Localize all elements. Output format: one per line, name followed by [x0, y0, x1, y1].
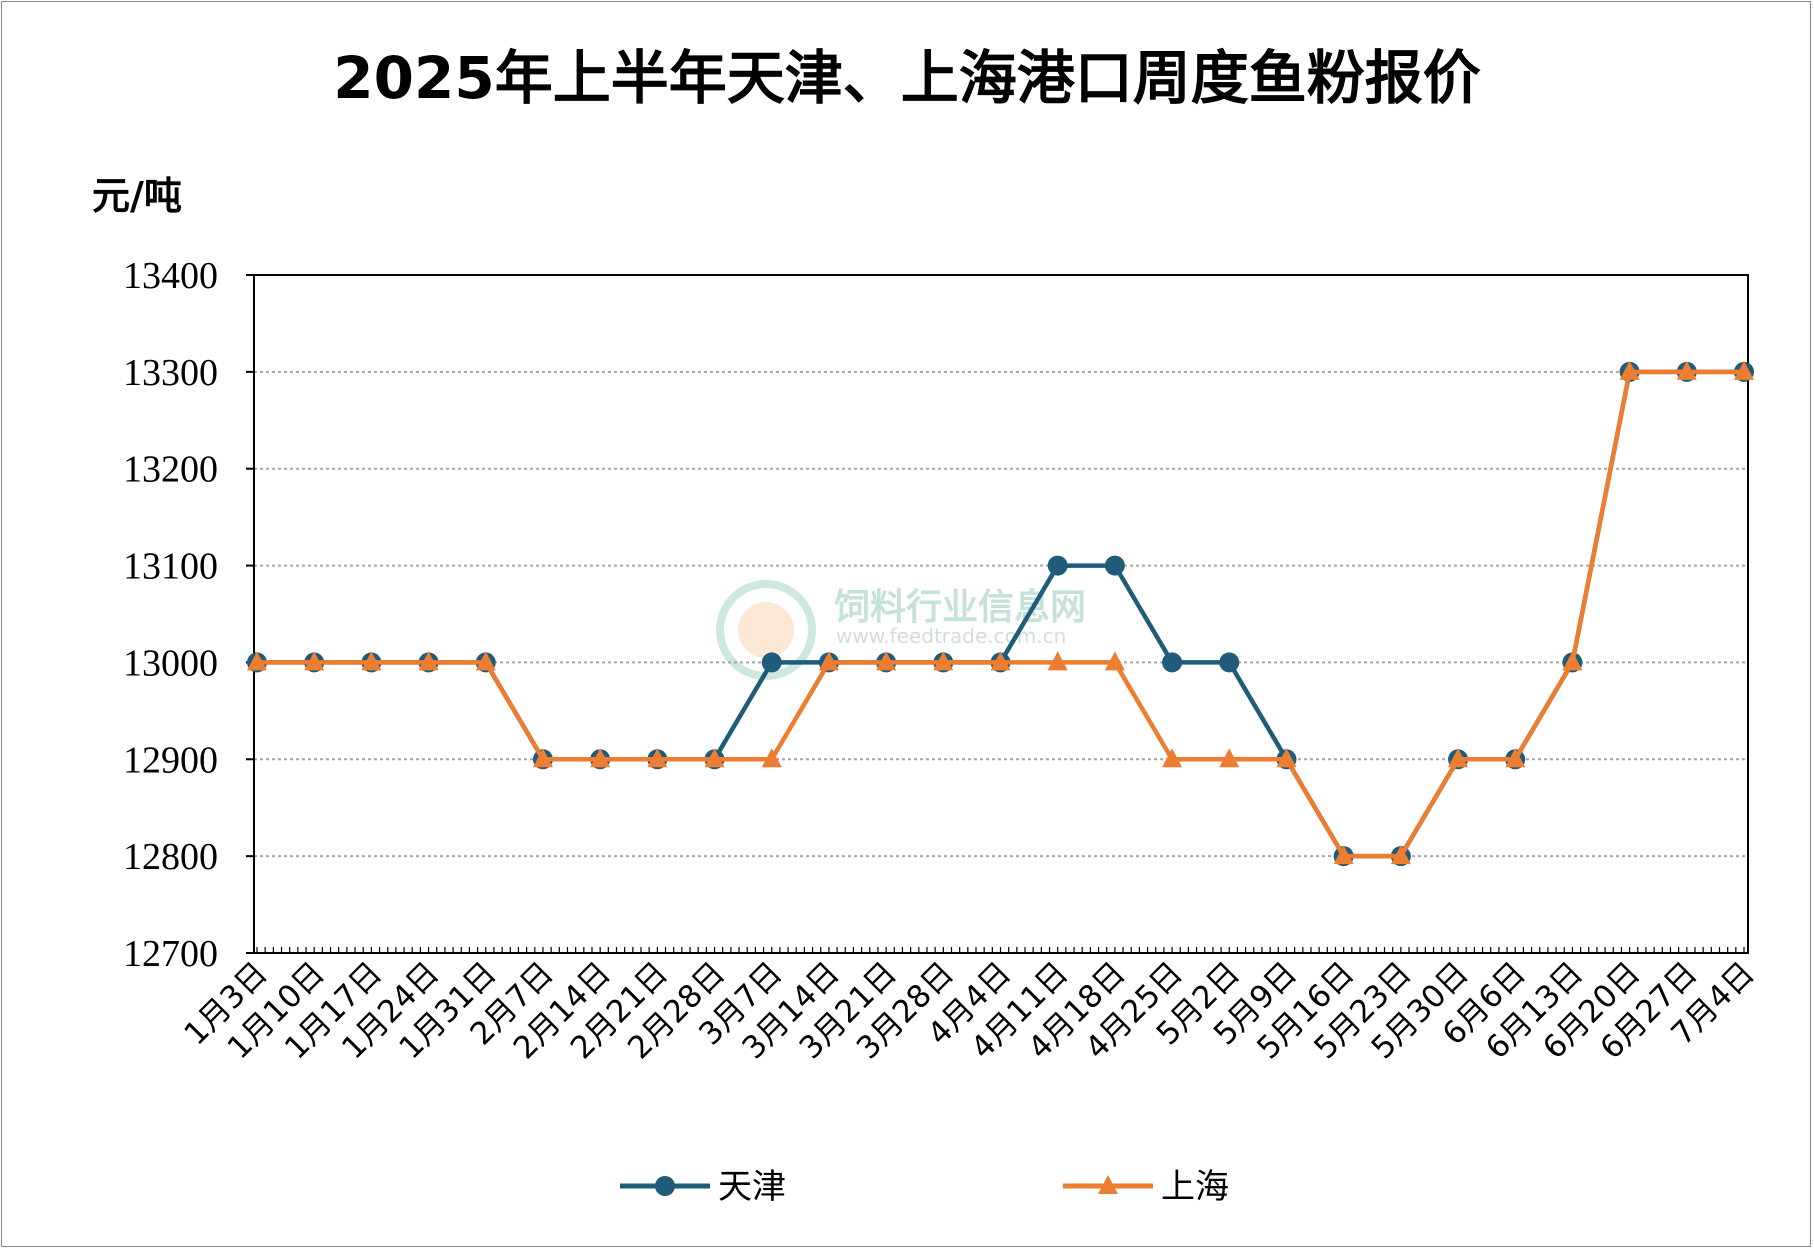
legend-marker [1098, 1175, 1118, 1194]
watermark-title: 饲料行业信息网 [834, 587, 1087, 628]
data-point [933, 651, 954, 671]
data-point [1448, 748, 1469, 768]
data-point [1390, 845, 1411, 865]
data-point [761, 748, 782, 768]
data-point [590, 748, 611, 768]
data-point [361, 651, 382, 671]
data-point [761, 652, 782, 673]
series-line [257, 369, 1744, 859]
data-point [1047, 651, 1068, 671]
data-point [1104, 555, 1125, 576]
data-point [1162, 652, 1183, 673]
data-point [1333, 845, 1354, 865]
series-line [257, 369, 1744, 859]
data-point [1505, 748, 1526, 768]
data-point [1104, 651, 1125, 671]
y-tick-label: 13400 [123, 255, 218, 297]
watermark-wheat-icon [738, 602, 794, 658]
data-point [1276, 748, 1297, 768]
data-point [990, 651, 1011, 671]
y-tick-label: 13300 [123, 352, 218, 394]
data-point [247, 651, 267, 671]
data-point [304, 651, 325, 671]
data-point [1676, 360, 1697, 380]
chart-title: 2025年上半年天津、上海港口周度鱼粉报价 [333, 44, 1481, 112]
data-point [1619, 360, 1640, 380]
y-tick-label: 12700 [123, 933, 218, 975]
y-tick-label: 13100 [123, 546, 218, 588]
data-point [1734, 360, 1754, 380]
data-point [704, 748, 725, 768]
legend-label: 上海 [1161, 1167, 1229, 1207]
data-point [647, 748, 668, 768]
data-point [475, 651, 496, 671]
y-tick-label: 12900 [123, 739, 218, 781]
data-point [1219, 652, 1240, 673]
data-point [876, 651, 897, 671]
data-point [1562, 651, 1583, 671]
y-tick-label: 13000 [123, 642, 218, 684]
data-point [1162, 748, 1183, 768]
watermark-url: www.feedtrade.com.cn [836, 624, 1067, 648]
data-point [418, 651, 439, 671]
data-point [1219, 748, 1240, 768]
data-point [818, 651, 839, 671]
data-point [1047, 555, 1068, 576]
data-point [532, 748, 553, 768]
legend-label: 天津 [718, 1167, 786, 1207]
y-tick-label: 12800 [123, 836, 218, 878]
plot-area-border [253, 274, 1749, 954]
legend-marker [655, 1176, 675, 1196]
y-axis-unit-label: 元/吨 [92, 174, 182, 218]
y-tick-label: 13200 [123, 449, 218, 491]
